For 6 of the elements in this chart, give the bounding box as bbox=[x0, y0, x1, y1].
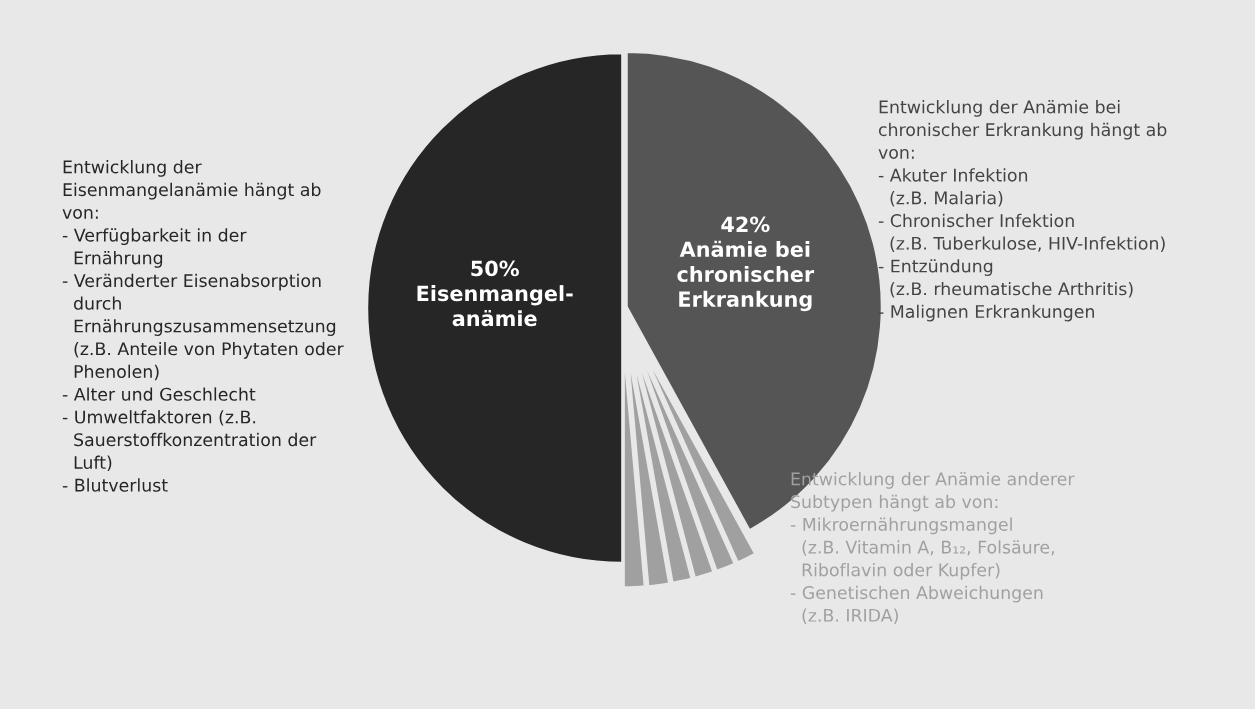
text: Entwicklung der Anämie bei chronischer Erkrankung hängt ab von: - Akuter Infektion (z.B. Malaria) - Chronischer Infektion (z.B. Tuberkulose, HIV-Infektion) - Entzündung (z.B. rheumatische Arthritis) - Malignen Erkrankungen bbox=[878, 100, 1167, 322]
text: Entwicklung der Eisenmangelanämie hängt ab von: - Verfügbarkeit in der Ernährung - Veränderter Eisenabsorption durch Ernährungszusammensetzung (z.B. Anteile von Phytaten oder Phenolen) - Alter und Geschlecht - Umweltfaktoren (z.B. Sauerstoffkonzentration der Luft) - Blutverlust bbox=[62, 160, 344, 492]
data-label: 42% bbox=[721, 216, 770, 233]
slice-label: Anämie bei chronischer Erkrankung bbox=[677, 240, 815, 312]
data-label: 50% bbox=[471, 260, 519, 277]
slice-label: Eisenmangel- anämie bbox=[417, 285, 573, 327]
